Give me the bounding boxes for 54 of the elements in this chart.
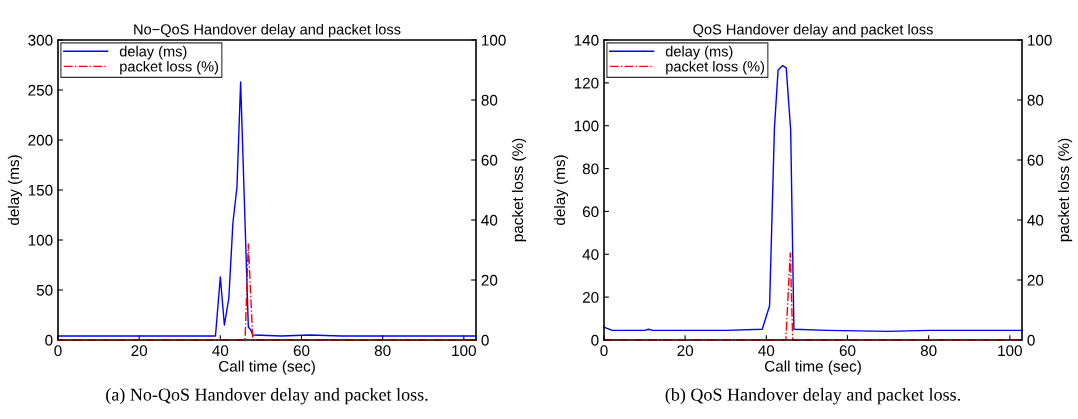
y2-axis-title: packet loss (%) (1057, 138, 1073, 242)
y2-tick-label: 80 (481, 94, 498, 106)
x-tick-label: 80 (374, 345, 391, 357)
y2-tick-label: 40 (1027, 214, 1044, 226)
legend-label: delay (ms) (119, 45, 187, 60)
y-tick-label: 0 (591, 334, 599, 346)
chart-title: No−QoS Handover delay and packet loss (134, 23, 401, 38)
legend-label: packet loss (%) (120, 60, 219, 75)
x-axis-title: Call time (sec) (764, 360, 861, 375)
y-tick-label: 60 (582, 206, 599, 218)
y2-tick-label: 0 (481, 334, 489, 346)
y2-tick-label: 60 (481, 154, 498, 166)
y-tick-label: 300 (28, 34, 53, 46)
y-tick-label: 140 (574, 34, 599, 46)
chart-title: QoS Handover delay and packet loss (693, 23, 933, 38)
y2-tick-label: 40 (481, 214, 498, 226)
y-tick-label: 100 (28, 234, 53, 246)
y-tick-label: 100 (574, 120, 599, 132)
y2-tick-label: 100 (1028, 34, 1052, 46)
x-tick-label: 40 (758, 345, 775, 357)
y2-tick-label: 60 (1027, 154, 1044, 166)
y2-tick-label: 0 (1027, 334, 1035, 346)
y-tick-label: 250 (28, 84, 53, 96)
y2-axis-title: packet loss (%) (511, 138, 527, 242)
x-tick-label: 20 (131, 345, 148, 357)
y-tick-label: 40 (582, 249, 599, 260)
x-tick-label: 80 (920, 345, 937, 357)
y-tick-label: 0 (45, 334, 53, 346)
x-tick-label: 100 (452, 345, 476, 357)
text: (a) No-QoS Handover delay and packet loss. (106, 388, 428, 405)
y2-tick-label: 80 (1027, 94, 1044, 106)
legend-label: packet loss (%) (666, 60, 765, 75)
x-tick-label: 0 (54, 345, 62, 357)
y-axis-title: delay (ms) (553, 155, 569, 226)
x-axis-title: Call time (sec) (218, 360, 315, 375)
x-tick-label: 0 (600, 345, 608, 357)
y-tick-label: 50 (36, 284, 53, 296)
y-tick-label: 200 (28, 134, 53, 146)
y2-tick-label: 100 (482, 34, 506, 46)
y-tick-label: 80 (582, 163, 599, 175)
x-tick-label: 60 (293, 345, 310, 357)
x-tick-label: 40 (212, 345, 229, 357)
x-tick-label: 100 (998, 345, 1022, 357)
legend-label: delay (ms) (665, 45, 733, 60)
y-tick-label: 120 (574, 77, 599, 89)
y-tick-label: 150 (28, 184, 53, 196)
x-tick-label: 20 (677, 345, 694, 357)
y-axis-title: delay (ms) (7, 155, 23, 226)
line-series (57, 81, 477, 337)
text: (b) QoS Handover delay and packet loss. (665, 388, 960, 405)
y2-tick-label: 20 (1027, 274, 1044, 286)
x-tick-label: 60 (839, 345, 856, 357)
y2-tick-label: 20 (481, 274, 498, 286)
y-tick-label: 20 (582, 292, 599, 303)
